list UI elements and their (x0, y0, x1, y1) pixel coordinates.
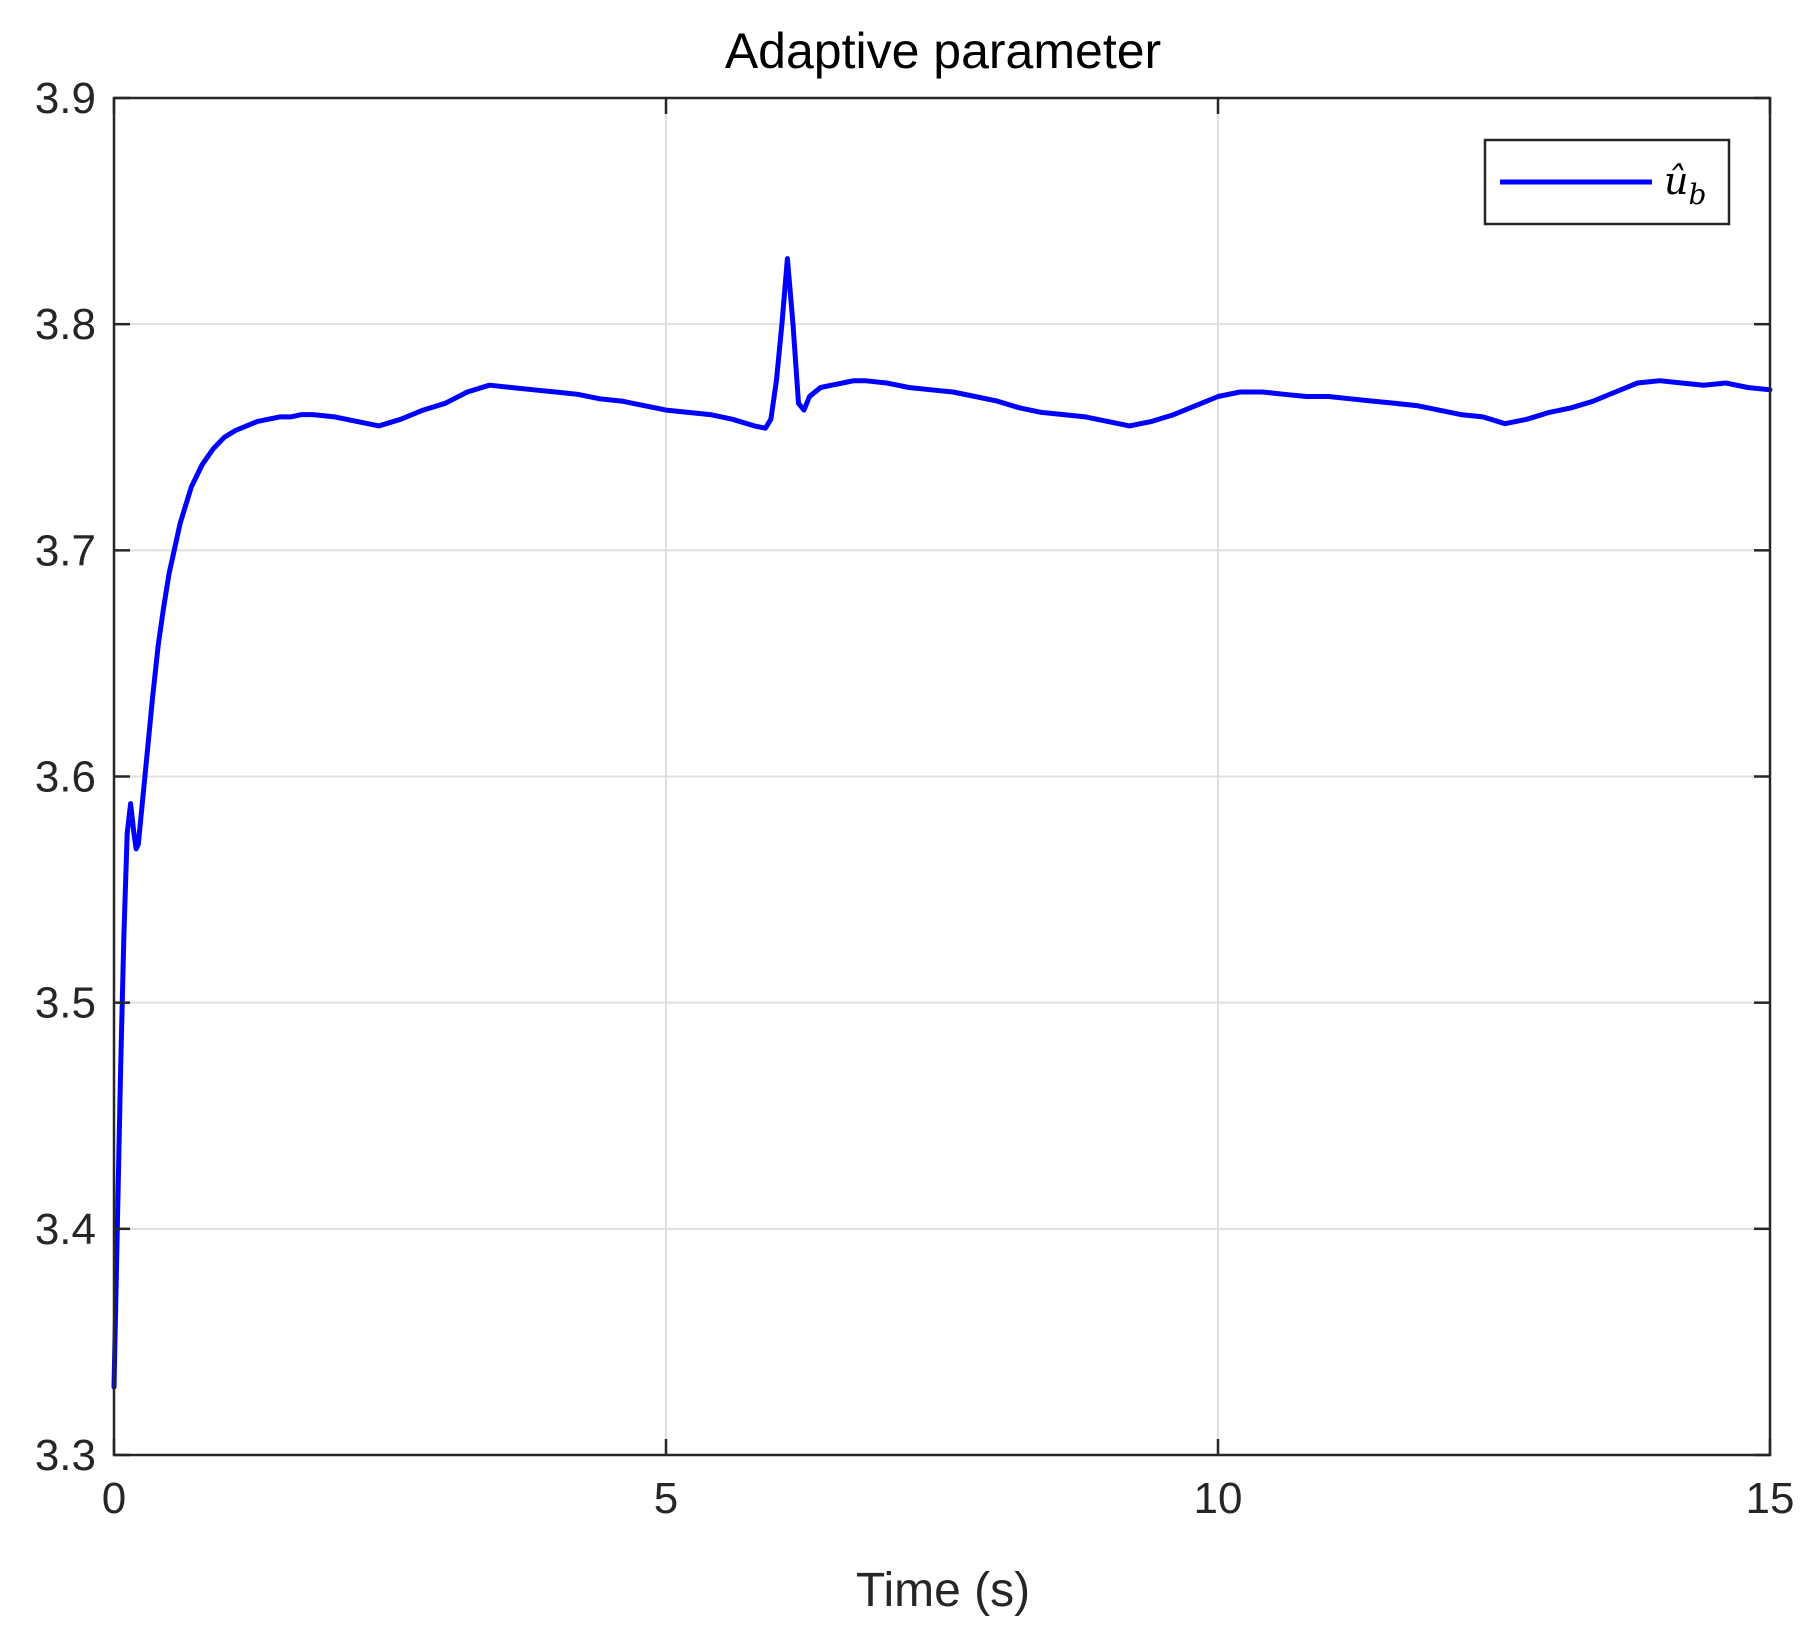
y-tick-label: 3.8 (35, 300, 96, 349)
y-tick-label: 3.4 (35, 1205, 96, 1254)
x-tick-label: 15 (1746, 1474, 1795, 1523)
chart-title: Adaptive parameter (725, 23, 1161, 79)
grid-lines (114, 98, 1770, 1455)
series-line-u-hat-b (111, 256, 1773, 1390)
x-axis-label: Time (s) (856, 1564, 1030, 1617)
x-tick-label: 0 (102, 1474, 126, 1523)
x-tick-label: 5 (654, 1474, 678, 1523)
y-tick-label: 3.5 (35, 979, 96, 1028)
y-tick-label: 3.3 (35, 1431, 96, 1480)
y-tick-label: 3.7 (35, 526, 96, 575)
legend-entry-u-hat-b: ûb (1664, 159, 1706, 211)
y-tick-label: 3.9 (35, 74, 96, 123)
y-tick-label: 3.6 (35, 753, 96, 802)
legend: ûb (1483, 138, 1731, 226)
x-tick-label: 10 (1194, 1474, 1243, 1523)
tick-labels: 0 5 10 15 3.3 3.4 3.5 3.6 3.7 3.8 3.9 (35, 74, 1795, 1523)
series-layer (111, 256, 1773, 1390)
axes-frame (112, 96, 1772, 1457)
